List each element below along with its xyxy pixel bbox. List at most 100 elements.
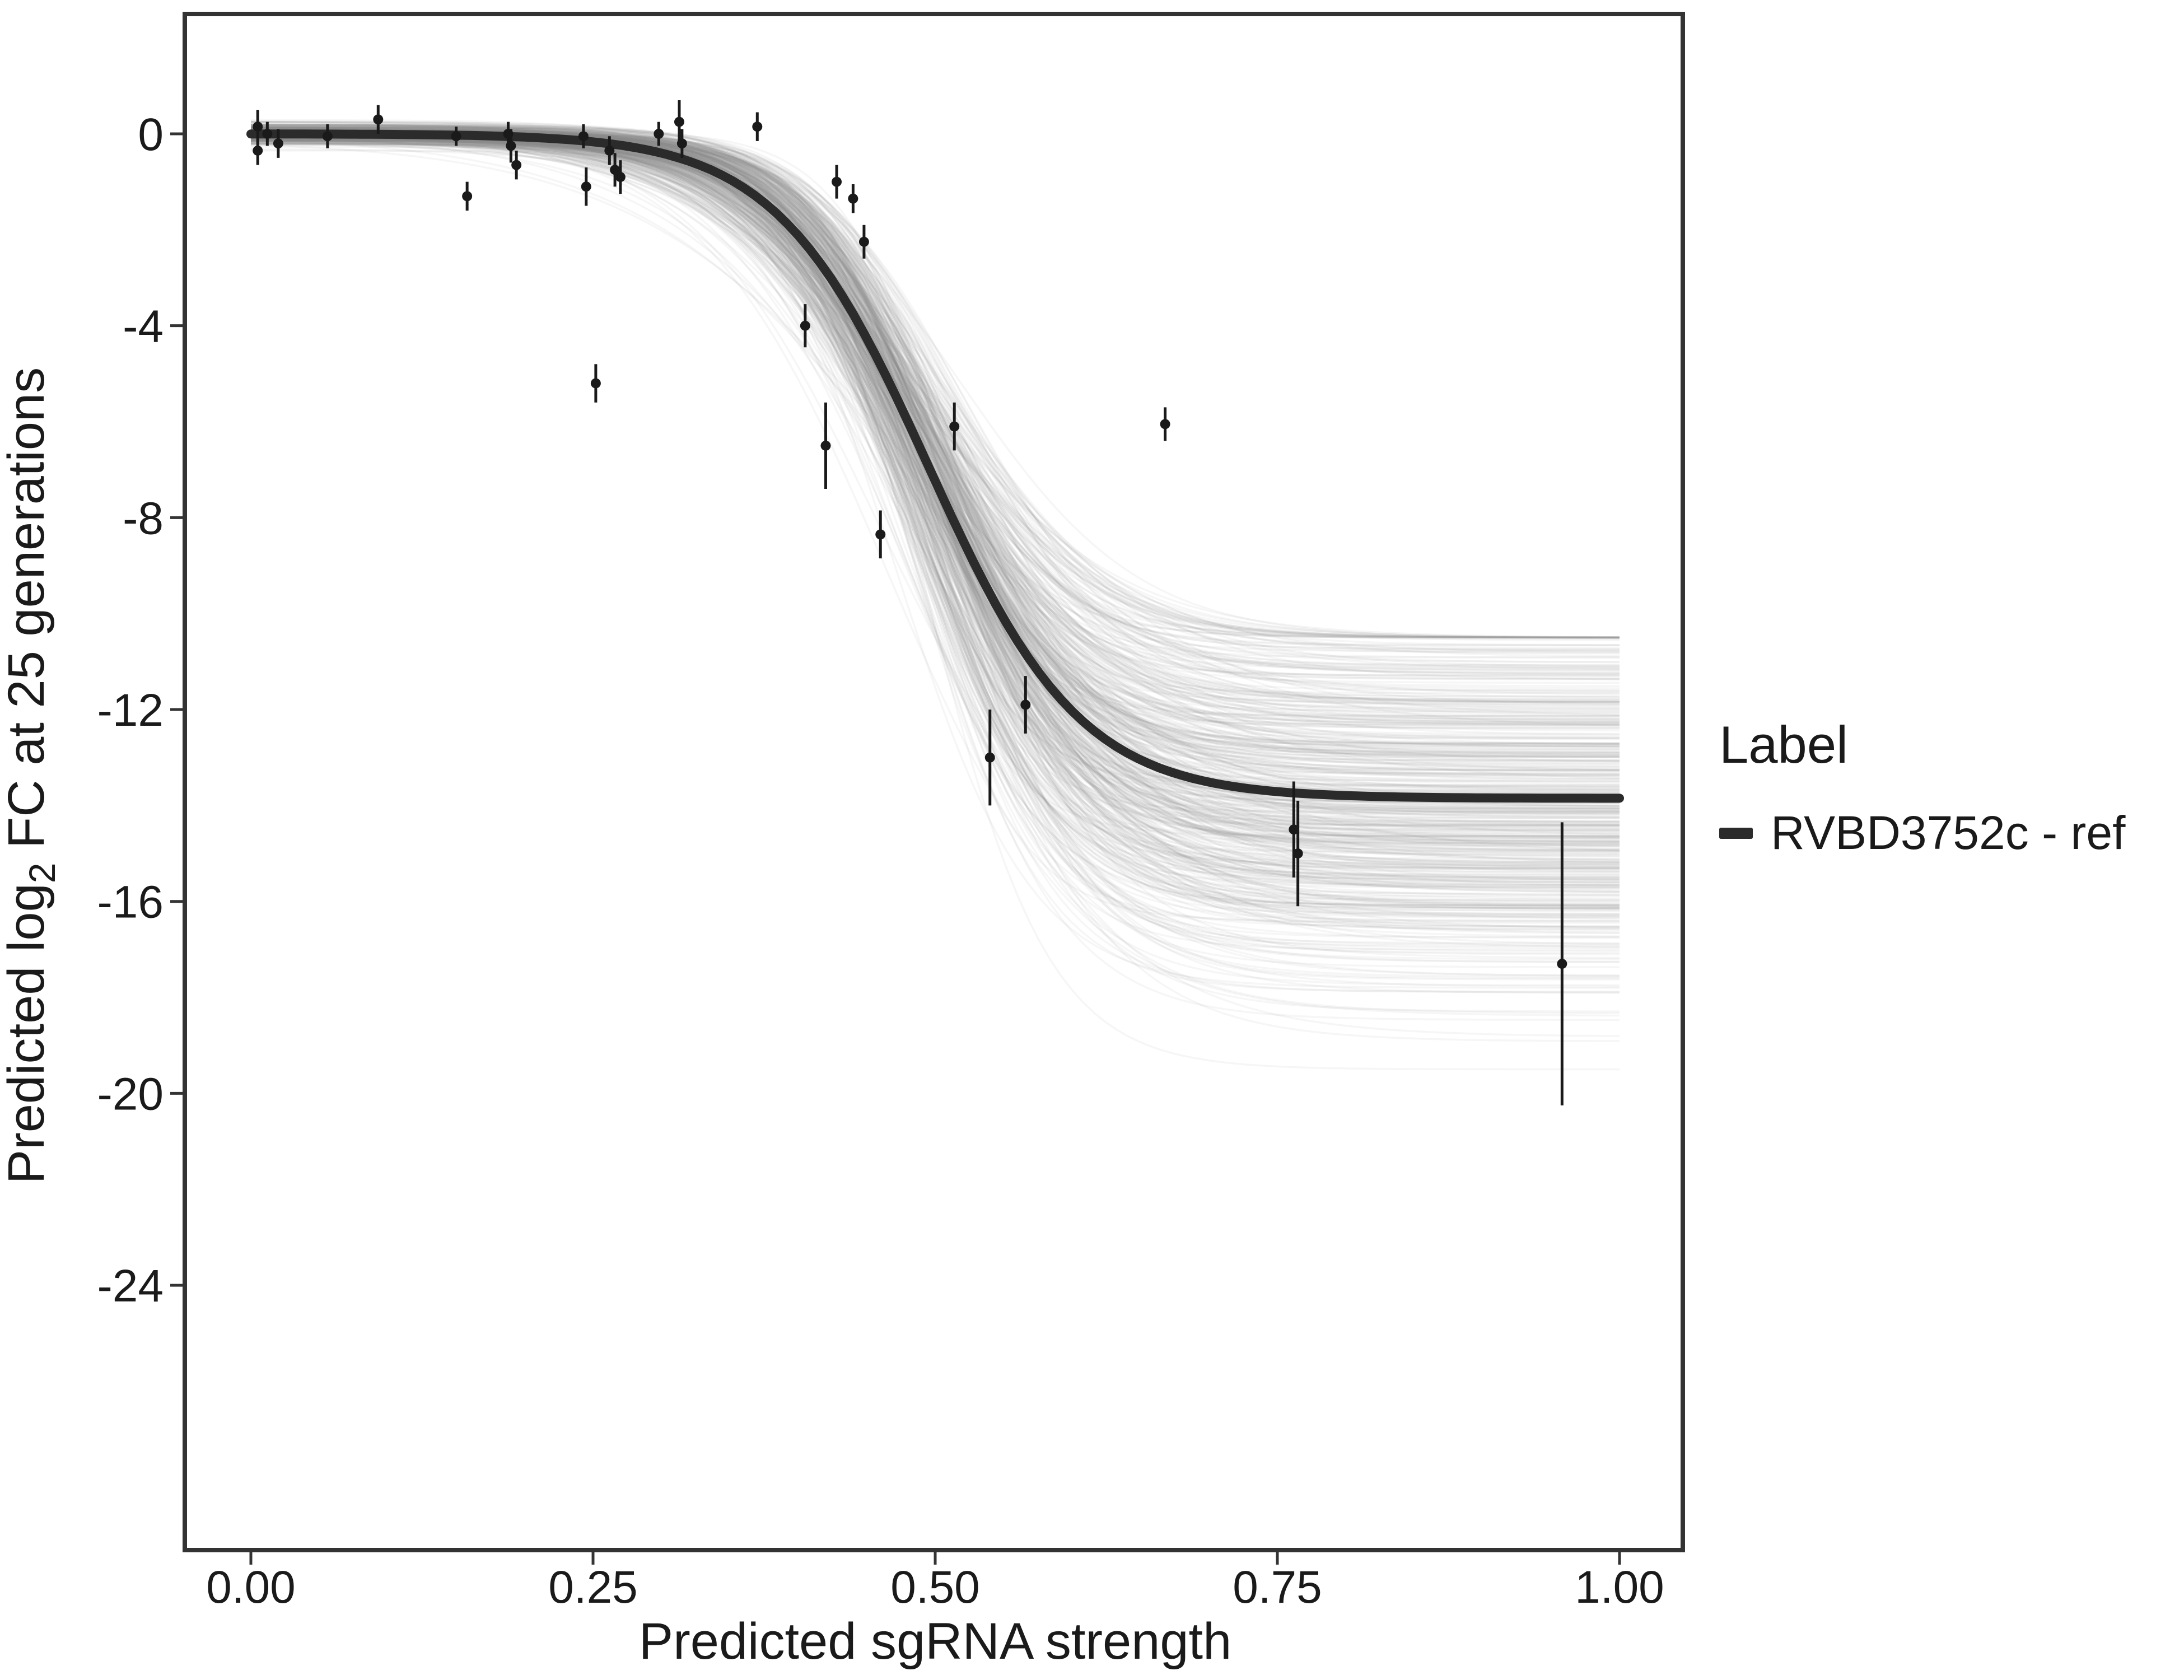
ensemble-curve — [251, 138, 1620, 703]
ensemble-curve — [251, 128, 1620, 758]
ensemble-curve — [250, 142, 1620, 822]
data-point — [800, 320, 810, 331]
ensemble-curve — [251, 149, 1620, 831]
ensemble-curve — [250, 137, 1620, 880]
ensemble-curve — [251, 127, 1620, 729]
ensemble-curve — [251, 125, 1620, 813]
ensemble-curve — [250, 136, 1620, 727]
ensemble-curve — [250, 137, 1620, 653]
legend: Label RVBD3752c - ref — [1719, 716, 2125, 859]
ensemble-curve — [250, 134, 1620, 864]
x-tick-label: 0.50 — [890, 1562, 980, 1613]
ensemble-curve — [250, 141, 1620, 763]
ensemble-curve — [250, 137, 1620, 900]
ensemble-curve — [251, 140, 1620, 960]
ensemble-curve — [250, 135, 1620, 670]
ensemble-curve — [251, 128, 1620, 981]
ensemble-curve — [251, 126, 1620, 968]
ensemble-curve — [250, 124, 1620, 903]
ensemble-curve — [250, 124, 1620, 987]
data-point — [578, 131, 589, 142]
ensemble-curve — [250, 141, 1620, 757]
ensemble-curve — [251, 126, 1620, 639]
ensemble-curve — [251, 128, 1620, 865]
ensemble-curve — [250, 138, 1620, 657]
ensemble-curve — [251, 136, 1620, 897]
ensemble-curve — [251, 127, 1620, 692]
ensemble-curve — [250, 136, 1620, 930]
x-tick-label: 0.00 — [206, 1562, 296, 1613]
ensemble-curve — [251, 139, 1620, 814]
legend-title: Label — [1719, 715, 1848, 774]
ensemble-curve — [251, 126, 1620, 639]
ensemble-curve — [250, 126, 1620, 755]
x-tick-label: 1.00 — [1575, 1562, 1664, 1613]
ensemble-curve — [250, 120, 1620, 720]
ensemble-curve — [251, 138, 1620, 888]
ensemble-curve — [250, 139, 1620, 795]
data-point — [1020, 699, 1031, 710]
ensemble-curve — [251, 124, 1620, 740]
ensemble-curve — [250, 139, 1620, 834]
ensemble-curve — [250, 142, 1620, 702]
ensemble-curve — [251, 141, 1620, 713]
ensemble-curve — [251, 126, 1620, 809]
ensemble-curve — [251, 129, 1620, 788]
data-point — [654, 129, 664, 139]
ensemble-curve — [250, 138, 1620, 852]
ensemble-curve — [250, 137, 1620, 638]
data-points — [253, 100, 1567, 1105]
ensemble-curve — [250, 135, 1620, 879]
data-point — [1292, 848, 1303, 859]
ensemble-curve — [251, 126, 1620, 782]
ensemble-curve — [250, 139, 1620, 785]
ensemble-curve — [251, 140, 1620, 857]
ensemble-curve — [250, 143, 1620, 780]
y-tick-label: -24 — [97, 1261, 164, 1312]
ensemble-curve — [250, 136, 1620, 652]
ensemble-curve — [250, 120, 1620, 861]
ensemble-curve — [251, 129, 1620, 745]
ensemble-curve — [251, 137, 1620, 721]
ensemble-curve — [251, 124, 1620, 659]
ensemble-curve — [251, 139, 1620, 788]
ensemble-curve — [250, 136, 1620, 977]
x-axis-title: Predicted sgRNA strength — [639, 1613, 1232, 1670]
ensemble-curve — [251, 125, 1620, 666]
data-point — [984, 752, 995, 763]
legend-entry-label: RVBD3752c - ref — [1771, 806, 2126, 860]
ensemble-curve — [251, 127, 1620, 915]
ensemble-curve — [251, 127, 1620, 872]
ensemble-curve — [251, 128, 1620, 680]
x-tick-label: 0.75 — [1233, 1562, 1322, 1613]
data-point — [820, 440, 831, 451]
ensemble-curve — [251, 119, 1620, 825]
legend-entry: RVBD3752c - ref — [1719, 806, 2126, 860]
ensemble-curve — [251, 124, 1620, 907]
ensemble-curve — [250, 125, 1620, 639]
ensemble-curve — [251, 123, 1620, 818]
ensemble-curve — [251, 139, 1620, 873]
ensemble-curves — [250, 119, 1620, 1071]
ensemble-curve — [250, 137, 1620, 893]
y-tick-label: 0 — [138, 109, 164, 160]
ensemble-curve — [251, 139, 1620, 853]
ensemble-curve — [251, 127, 1620, 951]
ensemble-curve — [250, 134, 1620, 977]
ensemble-curve — [251, 128, 1620, 772]
data-point — [1160, 419, 1170, 430]
ensemble-curve — [251, 124, 1620, 863]
ensemble-curve — [250, 139, 1620, 879]
ensemble-curve — [250, 123, 1620, 693]
ensemble-curve — [251, 121, 1620, 730]
ensemble-curve — [251, 146, 1620, 714]
ensemble-curve — [251, 138, 1620, 870]
ensemble-curve — [250, 137, 1620, 836]
ensemble-curve — [251, 127, 1620, 954]
data-point — [451, 131, 461, 142]
ensemble-curve — [251, 138, 1620, 867]
ensemble-curve — [250, 139, 1620, 1014]
ensemble-curve — [250, 136, 1620, 776]
ensemble-curve — [250, 124, 1620, 745]
